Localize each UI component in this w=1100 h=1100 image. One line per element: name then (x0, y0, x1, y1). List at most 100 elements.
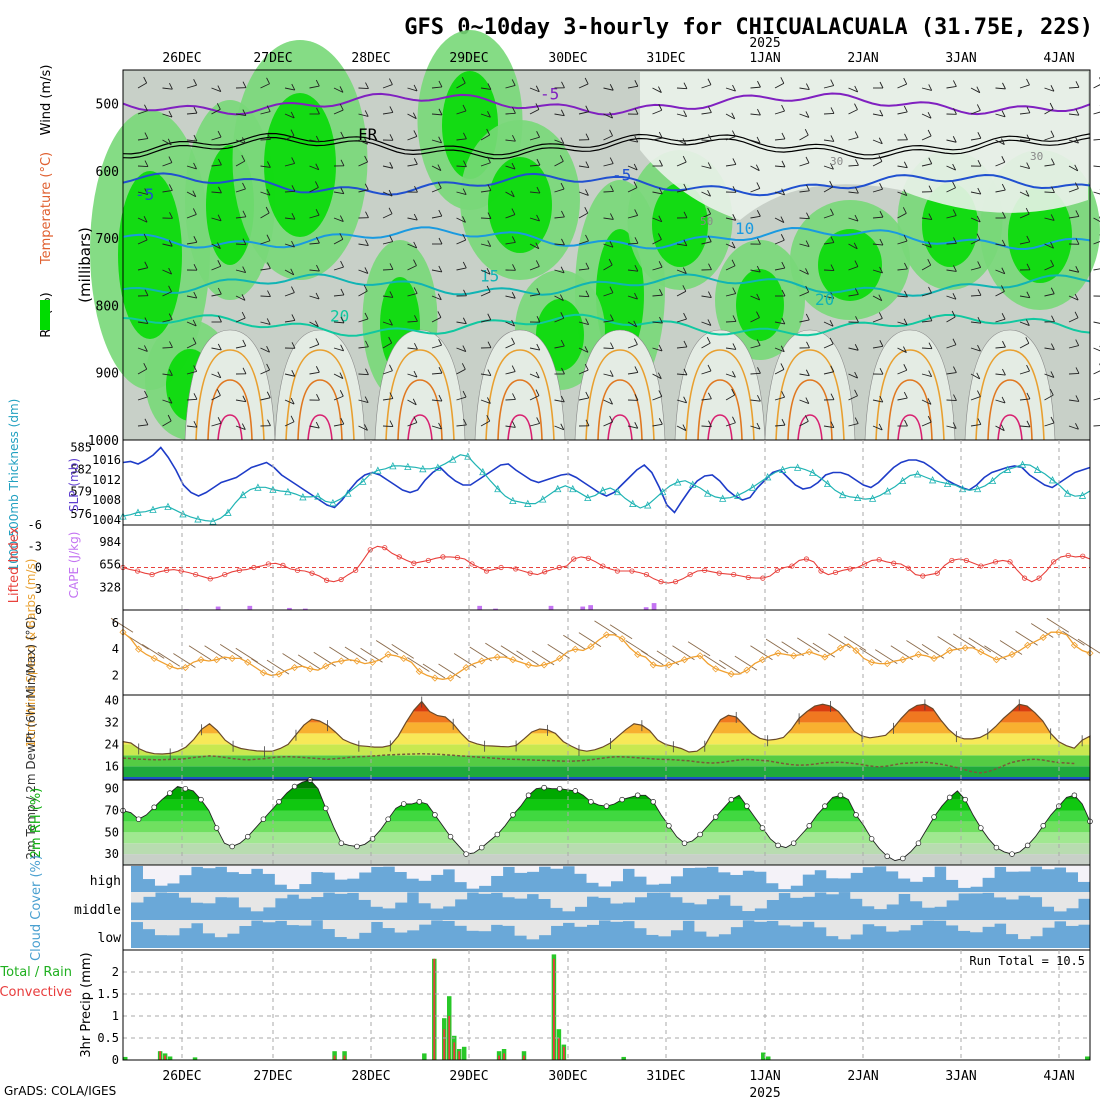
wind10-point (805, 648, 813, 656)
wind-barb-flag (731, 112, 736, 120)
wind-barb (1044, 164, 1055, 167)
rh-band (123, 810, 1090, 822)
wind10-point (680, 656, 689, 664)
wind-barb (627, 295, 638, 300)
wind-barb-flag (977, 418, 982, 425)
rh-tick: 70 (105, 804, 119, 818)
cloud-gap (538, 866, 552, 867)
wind-barb-flag (781, 391, 786, 398)
rh-wet-core (818, 229, 882, 301)
slp-tick: 1012 (92, 473, 121, 487)
wind-barb-flag (707, 364, 712, 372)
temp-tick: 16 (105, 759, 119, 773)
thickness-point (689, 480, 697, 488)
wind-barb-flag (829, 180, 834, 188)
cloud-gap (286, 892, 300, 895)
wind-barb-flag (192, 337, 197, 344)
wind-barb (235, 425, 246, 431)
cloud-gap (490, 892, 504, 893)
thickness-point (389, 461, 397, 470)
wind-barb-flag (487, 184, 492, 191)
cape-bar (580, 606, 586, 610)
wind10-barb (235, 647, 259, 663)
wind-barb (578, 212, 588, 219)
wind-barb (652, 395, 662, 401)
wind10-point (1070, 641, 1078, 649)
cloud-gap (406, 920, 420, 931)
wind-barb-flag (487, 111, 491, 118)
wind-barb-flag (1075, 238, 1080, 245)
wind-barb (211, 265, 221, 271)
wind10-point (150, 654, 158, 662)
rh-point (1009, 851, 1015, 857)
cloud-gap (262, 892, 276, 908)
wind-barb (554, 160, 564, 167)
li-point (1007, 559, 1013, 565)
wind-barb (162, 189, 173, 193)
wind-barb (137, 239, 148, 245)
wind-barb (554, 216, 565, 219)
cloud-gap (982, 866, 995, 878)
wind-barb (823, 113, 835, 115)
wind-barb-flag (144, 317, 149, 324)
cloud-gap (454, 920, 468, 926)
li-point (760, 575, 766, 581)
wind-barb-flag (511, 79, 516, 86)
wind-barb (456, 267, 467, 271)
wind-barb-flag (732, 343, 737, 350)
wind-barb-flag (609, 286, 614, 293)
cloud-gap (850, 892, 863, 899)
cloud-gap (1006, 920, 1019, 935)
cloud-gap (238, 920, 252, 926)
wind-barb-flag (365, 82, 369, 89)
wind-barb-flag (756, 182, 761, 189)
wind10-tick: 4 (112, 642, 119, 656)
wind-barb (333, 109, 344, 115)
wind10-point (337, 657, 345, 665)
wind10-point (181, 663, 189, 672)
wind-barb (750, 372, 761, 375)
cloud-gap (790, 892, 803, 898)
cloud-gap (202, 866, 216, 869)
wind-barb (872, 188, 883, 193)
wind-barb (995, 291, 1005, 297)
wind-barb-flag (707, 291, 712, 298)
wind-barb (309, 371, 320, 375)
cloud-gap (466, 920, 480, 931)
wind-barb-flag (1026, 106, 1031, 113)
wind-barb-flag (389, 319, 393, 326)
convective-bar (503, 1053, 505, 1060)
wind-barb-flag (462, 390, 467, 398)
wind-barb (897, 111, 908, 115)
cloud-gap (142, 892, 156, 897)
thickness-tick: 579 (70, 485, 92, 499)
wind-barb-flag (732, 287, 737, 294)
wind-barb (1044, 191, 1055, 193)
cloud-gap (790, 866, 803, 886)
li-point (702, 567, 708, 573)
isotherm-label: 20 (330, 307, 349, 326)
rh-tick: 90 (105, 782, 119, 796)
wind-barb (1068, 269, 1079, 273)
wind-barb-flag (585, 133, 590, 140)
wind-barb-flag (584, 189, 589, 196)
wind-barb (995, 161, 1005, 167)
wind10-barb (937, 636, 960, 651)
wind10-point (228, 654, 236, 662)
wind-barb (1044, 373, 1055, 378)
wind-barb-flag (218, 315, 222, 323)
wind-barb-flag (486, 414, 491, 422)
wind-barb-flag (610, 342, 614, 349)
rh-tick: 50 (105, 825, 119, 839)
li-point (251, 564, 257, 571)
wind-barb (578, 321, 589, 326)
wind-barb-flag (805, 313, 810, 321)
rh-point (338, 840, 345, 846)
wind-barb (652, 191, 663, 195)
thickness-point (329, 498, 337, 507)
wind-barb-flag (904, 262, 908, 270)
run-total-text: Run Total = 10.5 (969, 954, 1085, 968)
wind-barb-flag (658, 86, 662, 93)
wind10-point (618, 635, 626, 643)
wind-barb-flag (242, 81, 247, 88)
